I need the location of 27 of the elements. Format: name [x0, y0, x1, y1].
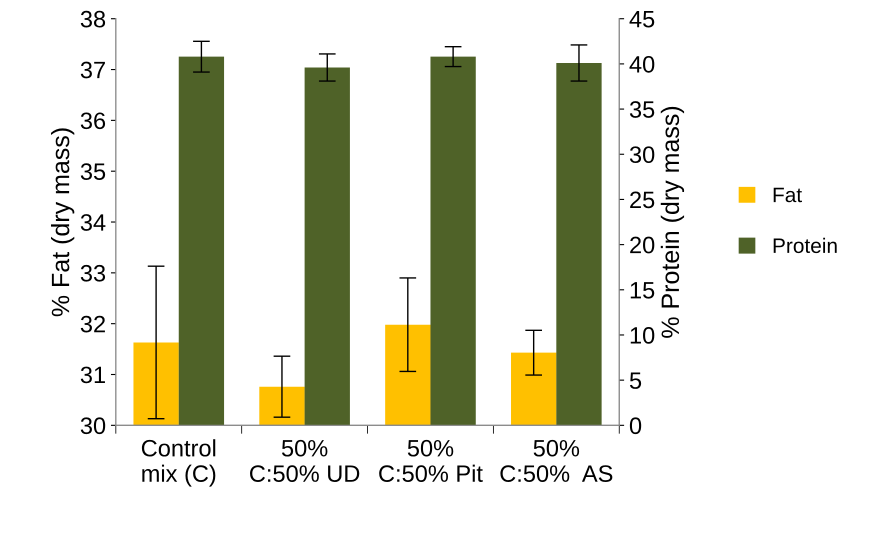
y2-tick-label: 45: [630, 11, 654, 28]
y-tick-label: 37: [80, 62, 105, 78]
legend-label: Protein: [774, 238, 837, 254]
x-tick-label: 50% C:50% UD: [250, 440, 360, 482]
y2-tick-label: 40: [630, 56, 654, 73]
x-tick-label: 50% C:50% AS: [500, 440, 612, 482]
legend-label: Fat: [774, 188, 802, 202]
y-tick-label: 35: [80, 163, 106, 180]
y2-tick-label: 35: [630, 101, 654, 118]
x-tick-label: Control mix (C): [142, 439, 216, 487]
y2-tick-label: 5: [630, 372, 642, 389]
x-tick-label: 50% C:50% Pit: [379, 440, 483, 482]
y-tick-label: 30: [80, 417, 106, 434]
y2-tick-label: 10: [630, 327, 654, 344]
y2-tick-label: 25: [630, 192, 654, 208]
y-tick-label: 32: [80, 316, 105, 332]
y-tick-label: 38: [80, 10, 106, 28]
y2-tick-label: 20: [630, 236, 654, 254]
y-axis-title: % Fat (dry mass): [50, 128, 74, 316]
y-tick-label: 33: [80, 264, 106, 282]
y-tick-label: 31: [80, 366, 105, 384]
y-tick-label: 36: [80, 112, 106, 130]
y2-tick-label: 0: [630, 417, 642, 434]
y-tick-label: 34: [80, 214, 106, 231]
y2-axis-title: % Protein (dry mass): [660, 106, 684, 338]
y2-tick-label: 30: [630, 146, 654, 164]
y2-tick-label: 15: [630, 282, 654, 299]
